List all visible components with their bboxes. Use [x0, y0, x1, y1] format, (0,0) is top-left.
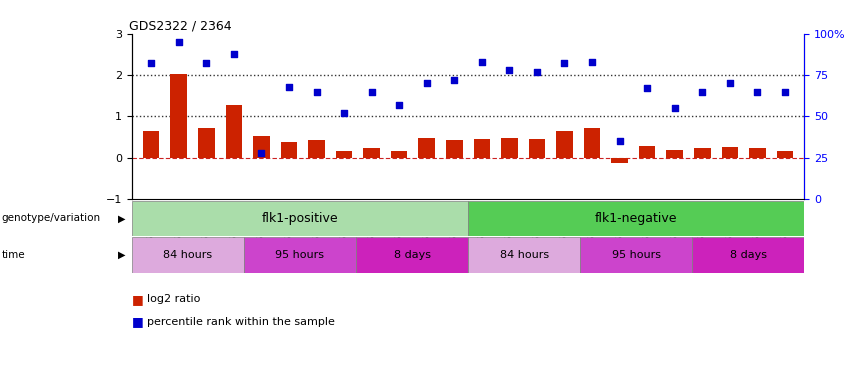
- Point: [365, 88, 379, 94]
- Point: [172, 39, 186, 45]
- Bar: [557, 131, 573, 158]
- Text: log2 ratio: log2 ratio: [147, 294, 201, 304]
- Text: ▶: ▶: [118, 250, 125, 260]
- Bar: [336, 151, 352, 157]
- Bar: [143, 131, 159, 158]
- Point: [199, 60, 213, 66]
- Text: 95 hours: 95 hours: [276, 250, 324, 260]
- Bar: [611, 158, 628, 163]
- Point: [557, 60, 571, 66]
- Bar: [584, 128, 600, 158]
- Bar: [468, 237, 580, 273]
- Text: flk1-positive: flk1-positive: [261, 212, 339, 225]
- Text: percentile rank within the sample: percentile rank within the sample: [147, 317, 335, 327]
- Point: [585, 59, 599, 65]
- Bar: [363, 148, 380, 158]
- Text: 84 hours: 84 hours: [163, 250, 213, 260]
- Text: 8 days: 8 days: [393, 250, 431, 260]
- Text: 95 hours: 95 hours: [612, 250, 660, 260]
- Text: ■: ■: [132, 315, 144, 328]
- Bar: [749, 148, 766, 158]
- Text: time: time: [2, 250, 26, 260]
- Point: [227, 51, 241, 57]
- Bar: [281, 142, 297, 158]
- Point: [310, 88, 323, 94]
- Bar: [419, 138, 435, 158]
- Point: [530, 69, 544, 75]
- Point: [392, 102, 406, 108]
- Bar: [198, 128, 214, 158]
- Bar: [501, 138, 517, 158]
- Bar: [132, 201, 468, 236]
- Bar: [528, 139, 545, 158]
- Point: [751, 88, 764, 94]
- Point: [503, 67, 517, 73]
- Bar: [694, 148, 711, 158]
- Bar: [244, 237, 356, 273]
- Bar: [226, 105, 243, 158]
- Bar: [308, 140, 325, 158]
- Point: [420, 80, 433, 86]
- Bar: [356, 237, 468, 273]
- Text: ■: ■: [132, 293, 144, 306]
- Point: [283, 84, 296, 90]
- Text: 84 hours: 84 hours: [500, 250, 549, 260]
- Point: [475, 59, 488, 65]
- Bar: [639, 146, 655, 158]
- Bar: [692, 237, 804, 273]
- Bar: [777, 151, 793, 157]
- Point: [640, 85, 654, 91]
- Text: ▶: ▶: [118, 213, 125, 223]
- Point: [337, 110, 351, 116]
- Bar: [468, 201, 804, 236]
- Point: [695, 88, 709, 94]
- Point: [448, 77, 461, 83]
- Bar: [170, 74, 187, 158]
- Point: [778, 88, 791, 94]
- Bar: [473, 138, 490, 158]
- Text: genotype/variation: genotype/variation: [2, 213, 100, 223]
- Point: [254, 150, 268, 156]
- Bar: [132, 237, 244, 273]
- Bar: [391, 151, 408, 157]
- Point: [668, 105, 682, 111]
- Bar: [253, 136, 270, 158]
- Bar: [446, 140, 463, 158]
- Text: GDS2322 / 2364: GDS2322 / 2364: [129, 20, 231, 33]
- Bar: [722, 147, 738, 158]
- Text: 8 days: 8 days: [729, 250, 767, 260]
- Bar: [666, 150, 683, 158]
- Bar: [580, 237, 692, 273]
- Point: [613, 138, 626, 144]
- Point: [145, 60, 158, 66]
- Point: [723, 80, 737, 86]
- Text: flk1-negative: flk1-negative: [595, 212, 677, 225]
